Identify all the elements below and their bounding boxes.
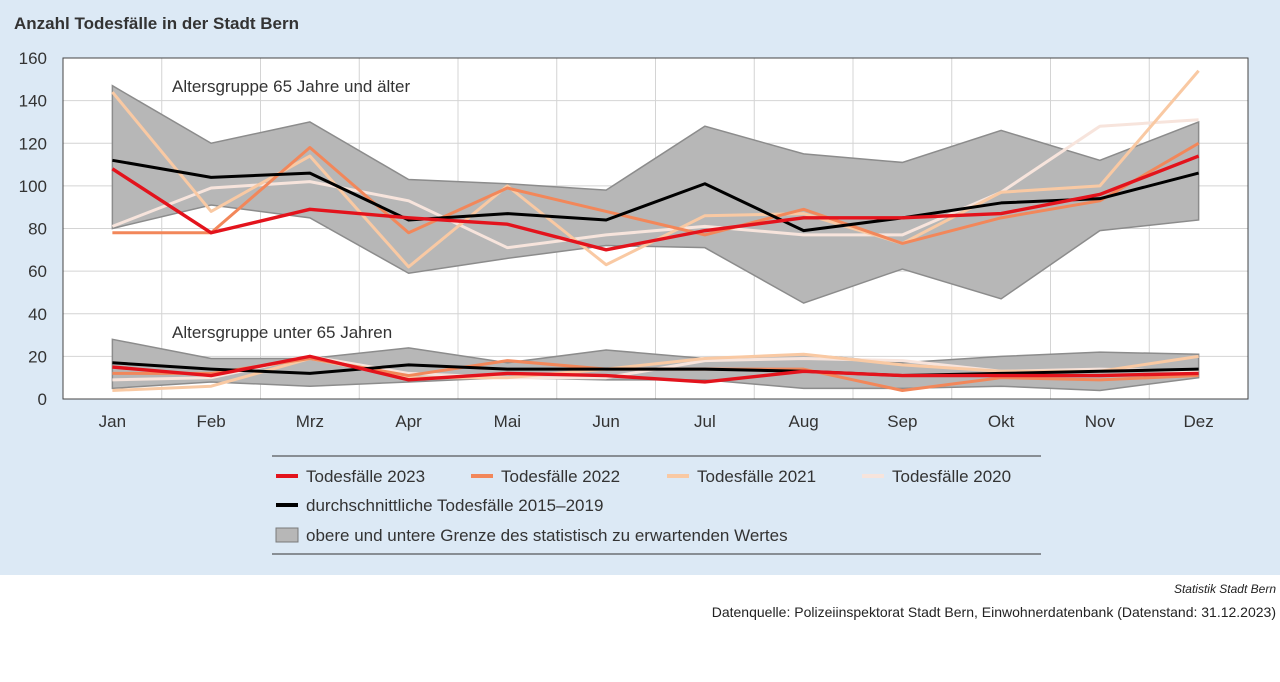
y-tick-label: 0 bbox=[38, 390, 47, 409]
legend-label-y2020: Todesfälle 2020 bbox=[892, 467, 1011, 486]
x-tick-label: Nov bbox=[1085, 412, 1116, 431]
y-tick-label: 60 bbox=[28, 262, 47, 281]
y-tick-label: 80 bbox=[28, 220, 47, 239]
x-tick-label: Mai bbox=[494, 412, 521, 431]
legend-label-avg: durchschnittliche Todesfälle 2015–2019 bbox=[306, 496, 603, 515]
data-source-note: Datenquelle: Polizeiinspektorat Stadt Be… bbox=[711, 604, 1276, 620]
x-tick-label: Dez bbox=[1184, 412, 1214, 431]
series-line-y2022 bbox=[112, 141, 1200, 245]
y-tick-label: 40 bbox=[28, 305, 47, 324]
legend-swatch-band bbox=[275, 527, 299, 543]
legend-label-y2022: Todesfälle 2022 bbox=[501, 467, 620, 486]
chart-title: Anzahl Todesfälle in der Stadt Bern bbox=[14, 14, 299, 33]
source-organization: Statistik Stadt Bern bbox=[1173, 582, 1276, 596]
y-tick-label: 100 bbox=[19, 177, 47, 196]
x-tick-label: Jan bbox=[99, 412, 126, 431]
series-line-avg bbox=[112, 361, 1199, 378]
y-tick-label: 160 bbox=[19, 49, 47, 68]
series-line-y2023 bbox=[111, 154, 1200, 252]
group-label: Altersgruppe unter 65 Jahren bbox=[172, 323, 392, 342]
legend-label-y2021: Todesfälle 2021 bbox=[697, 467, 816, 486]
chart-svg: 0 20 40 60 80 100 120 140 160 Jan Feb Mrz Apr Mai Jun J… bbox=[19, 49, 1249, 555]
x-tick-label: Feb bbox=[196, 412, 225, 431]
series-line-y2023 bbox=[112, 354, 1199, 384]
series-line-avg bbox=[112, 158, 1200, 233]
series-line-y2021 bbox=[112, 352, 1199, 392]
confidence-band bbox=[111, 84, 1200, 304]
x-tick-label: Mrz bbox=[296, 412, 324, 431]
legend-label-y2023: Todesfälle 2023 bbox=[306, 467, 425, 486]
series-line-y2020 bbox=[111, 118, 1199, 250]
x-tick-label: Okt bbox=[988, 412, 1015, 431]
x-tick-label: Apr bbox=[395, 412, 422, 431]
group-label: Altersgruppe 65 Jahre und älter bbox=[172, 77, 410, 96]
y-tick-label: 20 bbox=[28, 347, 47, 366]
y-tick-label: 120 bbox=[19, 134, 47, 153]
plot-border bbox=[62, 57, 1249, 400]
x-tick-label: Aug bbox=[789, 412, 819, 431]
legend-label-band: obere und untere Grenze des statistisch … bbox=[306, 526, 788, 545]
x-tick-label: Sep bbox=[887, 412, 917, 431]
x-tick-label: Jul bbox=[694, 412, 716, 431]
x-tick-label: Jun bbox=[592, 412, 619, 431]
y-tick-label: 140 bbox=[19, 92, 47, 111]
